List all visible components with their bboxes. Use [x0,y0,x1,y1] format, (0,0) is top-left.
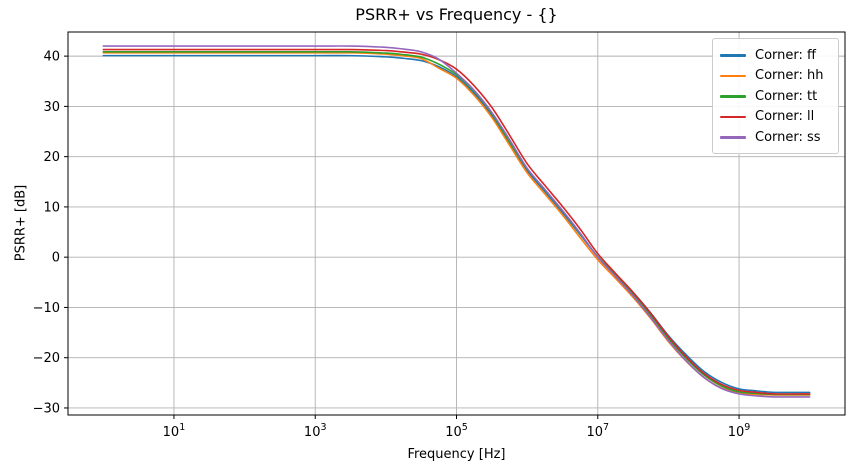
legend-entry-ff: Corner: ff [720,45,831,66]
legend-line-swatch-ff [720,54,746,57]
series-line-ss [102,45,811,398]
legend-entry-hh: Corner: hh [720,66,831,87]
legend-label-ss: Corner: ss [755,129,821,145]
y-tick-label: 0 [52,251,60,266]
y-tick-label: 30 [43,100,60,115]
legend-label-hh: Corner: hh [755,68,824,84]
legend-label-ff: Corner: ff [755,47,816,63]
y-axis-label: PSRR+ [dB] [13,184,29,262]
x-tick-label: 103 [304,422,327,440]
legend: Corner: ff Corner: hh Corner: tt Corner: ll… [712,38,839,154]
legend-label-tt: Corner: tt [755,88,818,104]
legend-line-swatch-ss [720,136,746,139]
legend-line-swatch-tt [720,95,746,98]
legend-entry-ss: Corner: ss [720,127,831,148]
series-line-ll [102,48,811,395]
legend-entry-ll: Corner: ll [720,107,831,128]
y-tick-label: 10 [43,200,60,215]
y-tick-label: −30 [33,401,60,416]
x-tick-label: 105 [445,422,468,440]
y-tick-label: −10 [33,301,60,316]
legend-label-ll: Corner: ll [755,109,815,125]
y-tick-label: −20 [33,351,60,366]
x-tick-label: 109 [728,422,751,440]
chart-title: PSRR+ vs Frequency - {} [355,5,558,24]
series-line-ff [102,54,811,394]
y-tick-label: 40 [43,50,60,65]
x-tick-label: 101 [163,422,186,440]
y-tick-label: 20 [43,150,60,165]
x-axis-label: Frequency [Hz] [407,447,506,462]
x-tick-label: 107 [586,422,609,440]
legend-line-swatch-hh [720,74,746,77]
legend-entry-tt: Corner: tt [720,86,831,107]
legend-line-swatch-ll [720,115,746,118]
